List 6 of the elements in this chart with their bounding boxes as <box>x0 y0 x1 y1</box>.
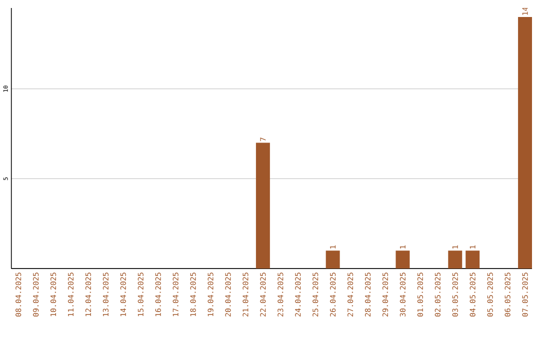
bar <box>256 142 270 268</box>
bar <box>396 250 410 268</box>
bar <box>518 16 532 268</box>
bar <box>448 250 462 268</box>
bar <box>326 250 340 268</box>
bar <box>466 250 480 268</box>
